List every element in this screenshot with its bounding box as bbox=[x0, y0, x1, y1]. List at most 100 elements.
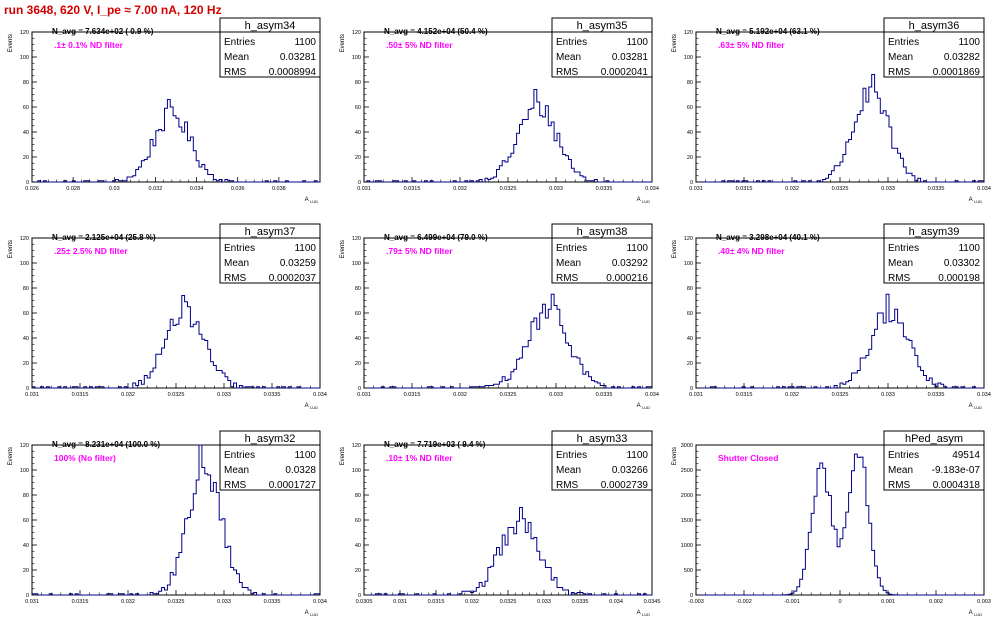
x-tick-label: 0.026 bbox=[25, 186, 39, 192]
y-tick-label: 40 bbox=[687, 336, 693, 342]
y-axis-label: Events bbox=[340, 240, 346, 258]
x-tick-label: 0.032 bbox=[121, 392, 135, 398]
x-tick-label: 0.0315 bbox=[72, 392, 89, 398]
y-tick-label: 120 bbox=[352, 443, 361, 449]
x-tick-label: 0.0325 bbox=[832, 392, 849, 398]
x-tick-label: 0.033 bbox=[217, 599, 231, 605]
stats-value: 1100 bbox=[294, 450, 316, 461]
stats-key: Mean bbox=[224, 465, 249, 476]
histogram-line bbox=[31, 444, 321, 596]
x-tick-label: 0.0345 bbox=[644, 599, 661, 605]
y-tick-label: 40 bbox=[355, 543, 361, 549]
x-tick-label: 0.031 bbox=[25, 599, 39, 605]
y-tick-label: 0 bbox=[690, 386, 693, 392]
x-tick-label: 0.032 bbox=[785, 392, 799, 398]
histogram-panel: 0 20 40 60 80 100 120 0.031 0.0315 0.032 0.0325 0.0… bbox=[340, 223, 659, 410]
x-axis-label: A LUD bbox=[305, 610, 318, 617]
x-tick-label: 0.0335 bbox=[596, 186, 613, 192]
x-tick-label: 0.03 bbox=[109, 186, 120, 192]
x-tick-label: 0.031 bbox=[393, 599, 407, 605]
y-tick-label: 500 bbox=[684, 568, 693, 574]
y-tick-label: 120 bbox=[352, 236, 361, 242]
stats-value: 0.03292 bbox=[612, 258, 649, 269]
stats-box bbox=[883, 31, 985, 78]
navg-label: N_avg = 4.152e+04 (50.4 %) bbox=[384, 27, 488, 36]
y-tick-label: 80 bbox=[687, 80, 693, 86]
y-axis-label: Events bbox=[340, 34, 346, 52]
stats-box bbox=[883, 444, 985, 491]
y-axis-label: Events bbox=[8, 240, 14, 258]
histogram-title: h_asym33 bbox=[577, 433, 628, 445]
stats-key: RMS bbox=[224, 480, 247, 491]
filter-note: 100% (No filter) bbox=[54, 453, 116, 463]
stats-key: RMS bbox=[556, 273, 579, 284]
x-tick-label: 0.032 bbox=[785, 186, 799, 192]
stats-key: RMS bbox=[556, 67, 579, 78]
y-tick-label: 80 bbox=[23, 493, 29, 499]
x-tick-label: 0.0315 bbox=[428, 599, 445, 605]
y-tick-label: 40 bbox=[23, 336, 29, 342]
y-tick-label: 0 bbox=[690, 593, 693, 599]
x-tick-label: 0.032 bbox=[453, 186, 467, 192]
histogram-line bbox=[31, 295, 320, 389]
filter-note: .50± 5% ND filter bbox=[386, 40, 453, 50]
x-tick-label: 0.032 bbox=[453, 392, 467, 398]
filter-note: .63± 5% ND filter bbox=[718, 40, 785, 50]
x-tick-label: -0.002 bbox=[736, 599, 752, 605]
stats-key: Entries bbox=[224, 243, 255, 254]
navg-label: N_avg = 5.192e+04 (63.1 %) bbox=[716, 27, 820, 36]
stats-key: Mean bbox=[224, 258, 249, 269]
histogram-title: h_asym39 bbox=[909, 226, 960, 238]
navg-label: N_avg = 3.298e+04 (40.1 %) bbox=[716, 233, 820, 242]
x-tick-label: -0.003 bbox=[688, 599, 704, 605]
x-tick-label: 0.0325 bbox=[500, 392, 517, 398]
histogram-title: h_asym37 bbox=[245, 226, 296, 238]
x-tick-label: 0.003 bbox=[977, 599, 991, 605]
x-tick-label: 0.0335 bbox=[572, 599, 589, 605]
stats-box bbox=[551, 31, 653, 78]
stats-value: 0.03281 bbox=[612, 52, 649, 63]
y-tick-label: 120 bbox=[684, 30, 693, 36]
histogram-panel: 0 20 40 60 80 100 120 0.031 0.0315 0.032 0.0325 0.0… bbox=[8, 223, 327, 410]
stats-key: Entries bbox=[556, 37, 587, 48]
stats-box bbox=[219, 444, 321, 491]
y-tick-label: 120 bbox=[20, 30, 29, 36]
x-tick-label: 0.034 bbox=[609, 599, 623, 605]
y-tick-label: 2000 bbox=[681, 493, 693, 499]
histogram-panel: 0 20 40 60 80 100 120 0.026 0.028 0.03 0.032 0.034 0… bbox=[8, 17, 321, 204]
stats-value: 1100 bbox=[626, 243, 648, 254]
x-tick-label: 0.0325 bbox=[500, 186, 517, 192]
y-tick-label: 0 bbox=[690, 180, 693, 186]
stats-key: Mean bbox=[224, 52, 249, 63]
x-axis-label: A LUD bbox=[637, 610, 650, 617]
x-axis-label: A LUD bbox=[969, 403, 982, 410]
y-tick-label: 0 bbox=[26, 386, 29, 392]
y-tick-label: 120 bbox=[684, 236, 693, 242]
stats-box bbox=[551, 444, 653, 491]
y-tick-label: 0 bbox=[26, 180, 29, 186]
filter-note: .25± 2.5% ND filter bbox=[54, 246, 128, 256]
stats-box bbox=[551, 237, 653, 284]
y-tick-label: 80 bbox=[23, 80, 29, 86]
histogram-title: hPed_asym bbox=[905, 433, 963, 445]
x-tick-label: 0.034 bbox=[645, 186, 659, 192]
y-axis-label: Events bbox=[8, 34, 14, 52]
x-tick-label: 0.034 bbox=[190, 186, 204, 192]
y-tick-label: 120 bbox=[352, 30, 361, 36]
y-tick-label: 80 bbox=[687, 286, 693, 292]
y-tick-label: 100 bbox=[684, 55, 693, 61]
y-tick-label: 1000 bbox=[681, 543, 693, 549]
y-tick-label: 100 bbox=[20, 55, 29, 61]
stats-value: 0.000198 bbox=[938, 273, 980, 284]
y-tick-label: 0 bbox=[358, 386, 361, 392]
y-tick-label: 100 bbox=[20, 468, 29, 474]
histogram-title: h_asym36 bbox=[909, 20, 960, 32]
histogram-line bbox=[364, 89, 652, 183]
x-tick-label: 0.032 bbox=[121, 599, 135, 605]
y-tick-label: 60 bbox=[687, 105, 693, 111]
filter-note: Shutter Closed bbox=[718, 453, 778, 463]
x-axis-label: A LUD bbox=[637, 197, 650, 204]
navg-label: N_avg = 7.719e+03 ( 9.4 %) bbox=[384, 440, 486, 449]
x-tick-label: 0.0315 bbox=[404, 392, 421, 398]
stats-value: 0.03282 bbox=[944, 52, 981, 63]
